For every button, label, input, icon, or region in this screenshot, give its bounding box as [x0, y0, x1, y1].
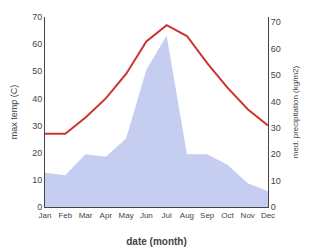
svg-text:Feb: Feb — [58, 211, 72, 220]
svg-text:50: 50 — [271, 70, 281, 80]
svg-text:40: 40 — [271, 97, 281, 107]
svg-text:May: May — [119, 211, 134, 220]
svg-text:40: 40 — [32, 94, 42, 104]
svg-text:Mar: Mar — [79, 211, 93, 220]
svg-text:date (month): date (month) — [126, 236, 187, 247]
svg-text:70: 70 — [271, 17, 281, 27]
svg-text:0: 0 — [37, 202, 42, 212]
svg-text:30: 30 — [271, 123, 281, 133]
svg-text:Jan: Jan — [39, 211, 52, 220]
svg-text:20: 20 — [32, 148, 42, 158]
svg-text:Jun: Jun — [140, 211, 153, 220]
svg-text:Aug: Aug — [180, 211, 194, 220]
svg-text:60: 60 — [271, 44, 281, 54]
svg-text:30: 30 — [32, 121, 42, 131]
svg-text:60: 60 — [32, 39, 42, 49]
svg-text:Nov: Nov — [241, 211, 255, 220]
svg-text:50: 50 — [32, 66, 42, 76]
svg-text:10: 10 — [32, 175, 42, 185]
svg-text:Oct: Oct — [221, 211, 234, 220]
svg-text:70: 70 — [32, 12, 42, 22]
svg-text:0: 0 — [271, 202, 276, 212]
svg-text:Apr: Apr — [100, 211, 113, 220]
svg-text:Sep: Sep — [200, 211, 215, 220]
svg-text:Jul: Jul — [162, 211, 172, 220]
svg-text:med. precipitation (kg/m2): med. precipitation (kg/m2) — [291, 65, 300, 158]
svg-text:20: 20 — [271, 149, 281, 159]
svg-text:10: 10 — [271, 176, 281, 186]
svg-text:Dec: Dec — [261, 211, 275, 220]
svg-text:max temp (C): max temp (C) — [9, 85, 19, 140]
